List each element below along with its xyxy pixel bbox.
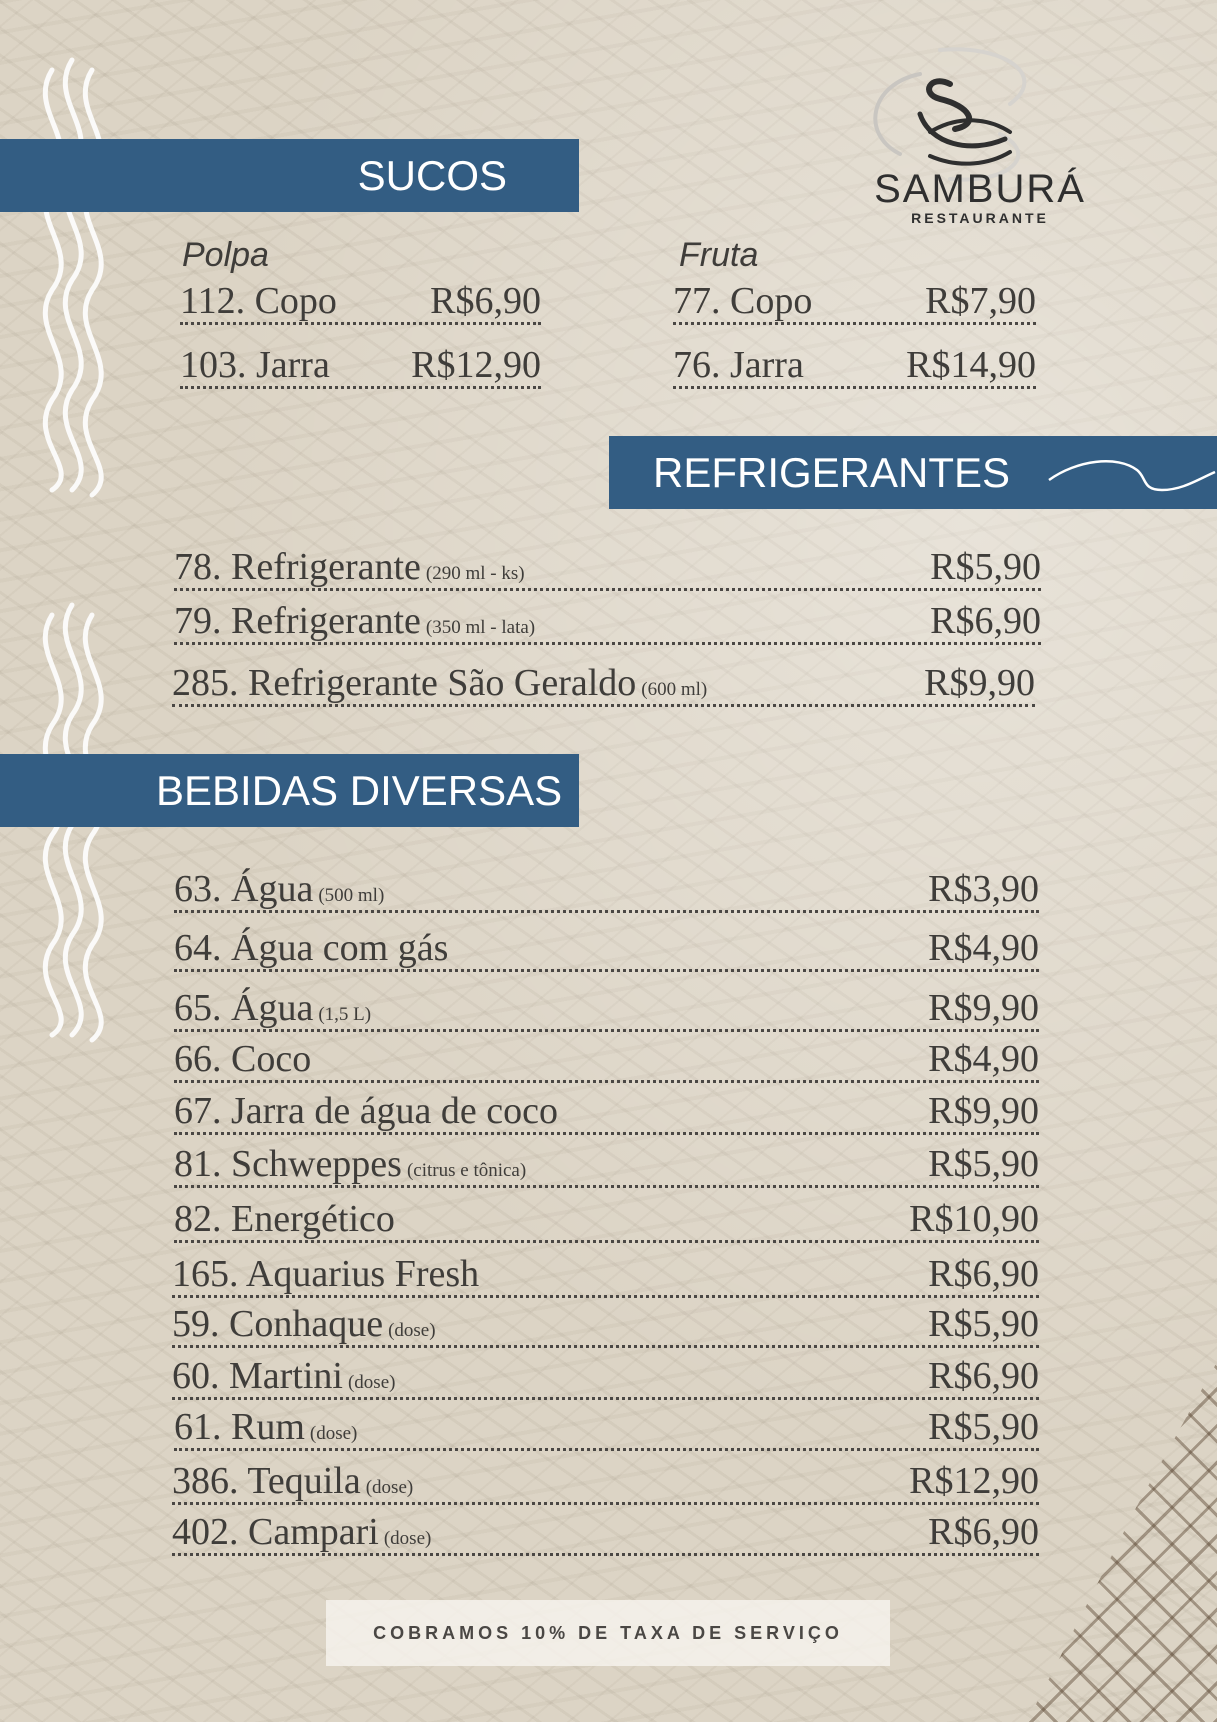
item-price: R$6,90 [930, 600, 1041, 642]
item-price: R$12,90 [411, 344, 541, 386]
menu-item-row: 112. Copo R$6,90 [180, 282, 541, 325]
item-price: R$14,90 [906, 344, 1036, 386]
item-name: 79. Refrigerante [174, 600, 421, 642]
item-note: (1,5 L) [318, 1004, 372, 1025]
item-name: 65. Água [174, 987, 314, 1029]
section-title-bebidas-diversas: BEBIDAS DIVERSAS [156, 766, 563, 814]
item-price: R$4,90 [928, 927, 1039, 969]
item-name: 64. Água com gás [174, 927, 449, 969]
item-name: 63. Água [174, 868, 314, 910]
item-price: R$9,90 [928, 987, 1039, 1029]
menu-item-row: 103. Jarra R$12,90 [180, 346, 541, 389]
menu-item-row: 81. Schweppes (citrus e tônica) R$5,90 [174, 1145, 1039, 1188]
item-note: (600 ml) [641, 679, 708, 700]
item-name: 61. Rum [174, 1406, 305, 1448]
item-name: 285. Refrigerante São Geraldo [172, 662, 637, 704]
item-name: 165. Aquarius Fresh [172, 1253, 480, 1295]
item-note: (dose) [309, 1423, 358, 1444]
item-name: 112. Copo [180, 280, 337, 322]
menu-item-row: 78. Refrigerante (290 ml - ks) R$5,90 [174, 548, 1041, 591]
item-price: R$12,90 [909, 1460, 1039, 1502]
section-header-sucos: SUCOS [0, 139, 579, 212]
menu-item-row: 77. Copo R$7,90 [673, 282, 1036, 325]
item-price: R$5,90 [928, 1143, 1039, 1185]
subheading-polpa: Polpa [182, 236, 269, 274]
item-note: (dose) [388, 1320, 436, 1341]
fishing-net-decoration [1027, 1362, 1217, 1722]
menu-item-row: 60. Martini (dose) R$6,90 [172, 1357, 1039, 1400]
section-header-refrigerantes: REFRIGERANTES [609, 436, 1217, 509]
item-note: (290 ml - ks) [425, 563, 525, 584]
item-name: 60. Martini [172, 1355, 343, 1397]
menu-item-row: 66. Coco R$4,90 [174, 1040, 1039, 1083]
item-price: R$5,90 [928, 1303, 1039, 1345]
item-note: (citrus e tônica) [406, 1160, 527, 1181]
item-price: R$7,90 [925, 280, 1036, 322]
menu-item-row: 64. Água com gás R$4,90 [174, 929, 1039, 972]
item-price: R$5,90 [928, 1406, 1039, 1448]
item-name: 386. Tequila [172, 1460, 361, 1502]
item-name: 77. Copo [673, 280, 813, 322]
item-name: 103. Jarra [180, 344, 330, 386]
item-name: 402. Campari [172, 1511, 379, 1553]
item-name: 67. Jarra de água de coco [174, 1090, 559, 1132]
logo-wordmark: SAMBURÁ [874, 166, 1086, 211]
item-price: R$9,90 [928, 1090, 1039, 1132]
item-price: R$10,90 [909, 1198, 1039, 1240]
menu-item-row: 61. Rum (dose) R$5,90 [174, 1408, 1039, 1451]
item-price: R$4,90 [928, 1038, 1039, 1080]
service-fee-text: COBRAMOS 10% DE TAXA DE SERVIÇO [373, 1622, 843, 1643]
menu-item-row: 165. Aquarius Fresh R$6,90 [172, 1255, 1039, 1298]
menu-item-row: 59. Conhaque (dose) R$5,90 [172, 1305, 1039, 1348]
item-name: 82. Energético [174, 1198, 395, 1240]
menu-item-row: 63. Água (500 ml) R$3,90 [174, 870, 1039, 913]
menu-item-row: 386. Tequila (dose) R$12,90 [172, 1462, 1039, 1505]
item-price: R$5,90 [930, 546, 1041, 588]
menu-item-row: 76. Jarra R$14,90 [673, 346, 1036, 389]
item-price: R$3,90 [928, 868, 1039, 910]
item-price: R$6,90 [928, 1253, 1039, 1295]
item-note: (dose) [347, 1372, 396, 1393]
item-price: R$6,90 [928, 1511, 1039, 1553]
item-name: 81. Schweppes [174, 1143, 402, 1185]
wave-lines-decoration [42, 57, 104, 498]
service-fee-notice: COBRAMOS 10% DE TAXA DE SERVIÇO [326, 1600, 890, 1666]
wave-flourish-icon [1048, 460, 1216, 492]
item-note: (dose) [365, 1477, 414, 1498]
section-header-bebidas-diversas: BEBIDAS DIVERSAS [0, 754, 579, 827]
item-price: R$6,90 [928, 1355, 1039, 1397]
item-note: (dose) [383, 1528, 432, 1549]
item-name: 78. Refrigerante [174, 546, 421, 588]
menu-item-row: 402. Campari (dose) R$6,90 [172, 1513, 1039, 1556]
subheading-fruta: Fruta [679, 236, 759, 274]
item-price: R$9,90 [924, 662, 1035, 704]
menu-item-row: 285. Refrigerante São Geraldo (600 ml) R… [172, 664, 1035, 707]
menu-item-row: 67. Jarra de água de coco R$9,90 [174, 1092, 1039, 1135]
item-price: R$6,90 [430, 280, 541, 322]
samburá-logo: SAMBURÁ [873, 47, 1086, 211]
menu-item-row: 79. Refrigerante (350 ml - lata) R$6,90 [174, 602, 1041, 645]
menu-item-row: 82. Energético R$10,90 [174, 1200, 1039, 1243]
item-note: (350 ml - lata) [425, 617, 536, 638]
logo-subtitle: RESTAURANTE [911, 210, 1049, 226]
item-note: (500 ml) [318, 885, 385, 906]
section-title-sucos: SUCOS [357, 151, 507, 199]
item-name: 66. Coco [174, 1038, 312, 1080]
item-name: 59. Conhaque [172, 1303, 384, 1345]
section-title-refrigerantes: REFRIGERANTES [653, 448, 1011, 496]
item-name: 76. Jarra [673, 344, 804, 386]
menu-item-row: 65. Água (1,5 L) R$9,90 [174, 989, 1039, 1032]
